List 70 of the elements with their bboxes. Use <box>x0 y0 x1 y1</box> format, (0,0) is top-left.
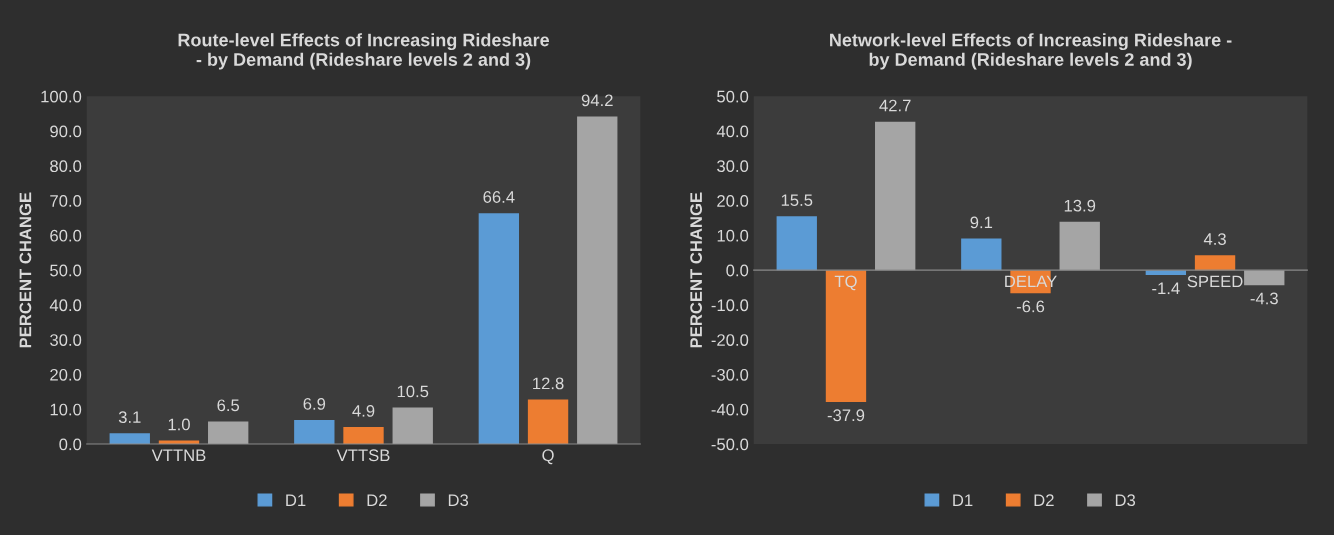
data-label: 9.1 <box>970 216 993 229</box>
data-label: -4.3 <box>1250 292 1278 305</box>
data-label: 13.9 <box>1064 199 1096 212</box>
data-label: -37.9 <box>827 409 865 422</box>
data-label: -1.4 <box>1152 282 1180 295</box>
y-tick-label: 10.0 <box>717 229 749 242</box>
bar <box>392 407 433 445</box>
bar <box>343 427 384 445</box>
legend-label: D2 <box>367 494 387 506</box>
y-tick-label: -50.0 <box>711 438 749 451</box>
bar <box>208 421 249 445</box>
y-tick-label: 20.0 <box>717 195 749 207</box>
data-label: 10.5 <box>397 385 429 398</box>
y-tick-label: 40.0 <box>49 299 82 312</box>
y-tick-label: -30.0 <box>711 368 749 381</box>
x-tick-label: Q <box>542 449 554 465</box>
x-tick-label: TQ <box>834 275 857 291</box>
data-label: 6.9 <box>303 398 326 410</box>
data-label: 3.1 <box>118 411 141 424</box>
bar <box>961 238 1002 271</box>
y-axis-title: PERCENT CHANGE <box>690 192 703 348</box>
bar <box>1059 221 1100 271</box>
data-label: 66.4 <box>483 191 515 203</box>
bar <box>776 216 817 271</box>
legend-label: D3 <box>448 494 469 507</box>
y-tick-label: -40.0 <box>711 403 749 416</box>
legend-label: D3 <box>1115 494 1136 507</box>
y-axis-title: PERCENT CHANGE <box>19 192 32 348</box>
y-tick-label: 40.0 <box>716 125 749 138</box>
y-tick-label: 50.0 <box>717 90 749 103</box>
y-tick-label: 100.0 <box>41 90 82 103</box>
y-tick-label: 30.0 <box>50 334 82 346</box>
legend-label: D1 <box>286 494 306 506</box>
data-label: 6.5 <box>217 399 240 412</box>
y-tick-label: -20.0 <box>711 334 749 346</box>
bar <box>1244 270 1285 286</box>
bar <box>478 213 520 445</box>
y-tick-label: 0.0 <box>59 438 82 451</box>
y-tick-label: 10.0 <box>50 403 82 416</box>
y-tick-label: 0.0 <box>726 264 749 277</box>
chart-title: Route-level Effects of Increasing Rideshare - by Demand (Rideshare levels 2 and 3) <box>178 33 550 70</box>
y-tick-label: 70.0 <box>50 195 82 207</box>
legend-label: D2 <box>1034 494 1054 506</box>
legend-label: D1 <box>953 494 973 506</box>
data-label: -6.6 <box>1016 300 1045 313</box>
y-tick-label: -10.0 <box>711 299 749 312</box>
y-tick-label: 80.0 <box>50 160 82 173</box>
bar <box>875 121 916 271</box>
x-tick-label: SPEED <box>1187 275 1243 288</box>
bar <box>825 270 867 402</box>
bar <box>1194 255 1236 271</box>
x-tick-label: VTTSB <box>336 449 390 462</box>
y-tick-label: 90.0 <box>50 125 82 138</box>
data-label: 12.8 <box>533 377 564 390</box>
data-label: 4.9 <box>352 404 375 417</box>
x-tick-label: VTTNB <box>151 449 206 461</box>
chart-title: Network-level Effects of Increasing Rideshare - by Demand (Rideshare levels 2 and 3) <box>830 33 1232 70</box>
bar <box>294 420 335 445</box>
y-tick-label: 30.0 <box>717 160 749 173</box>
bar <box>527 399 569 445</box>
data-label: 94.2 <box>581 94 613 107</box>
data-label: 15.5 <box>781 194 813 207</box>
bar <box>109 433 150 445</box>
bar <box>577 116 618 445</box>
y-tick-label: 50.0 <box>50 264 82 277</box>
y-tick-label: 20.0 <box>50 368 82 381</box>
data-label: 42.7 <box>879 99 911 112</box>
data-label: 1.0 <box>168 418 190 431</box>
y-tick-label: 60.0 <box>50 229 82 242</box>
data-label: 4.3 <box>1203 233 1226 245</box>
